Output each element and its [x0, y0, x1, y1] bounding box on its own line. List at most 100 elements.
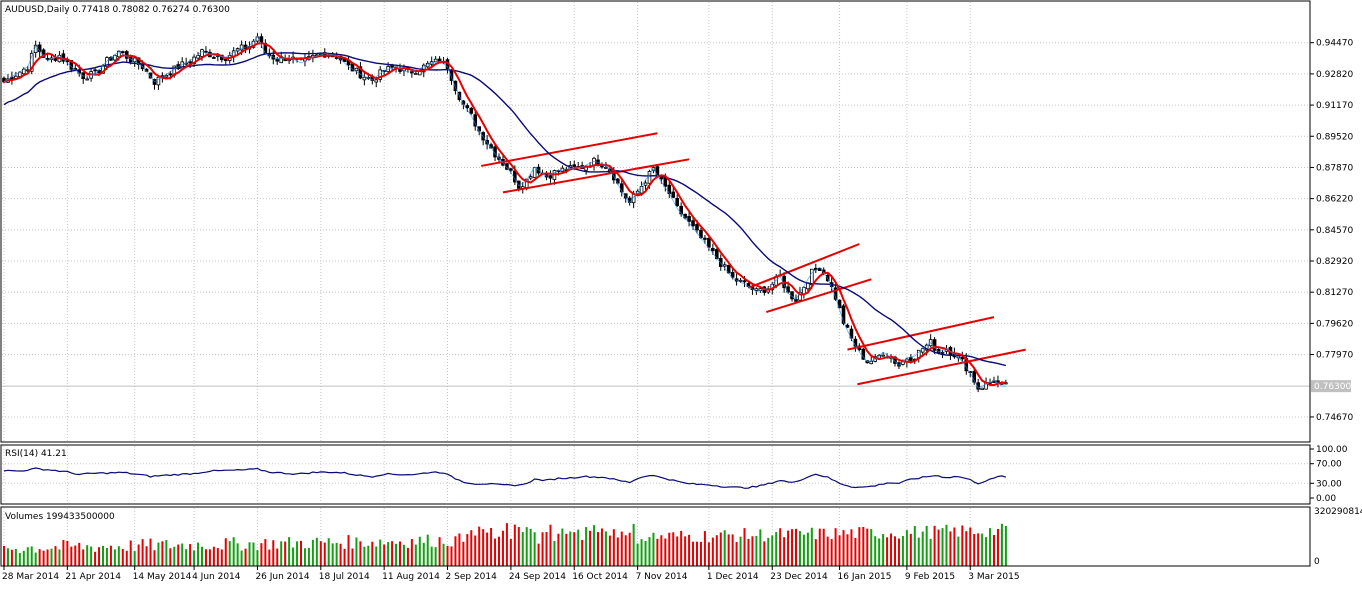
volume-bar [98, 547, 101, 566]
volume-bar [723, 530, 726, 566]
x-tick-label: 9 Feb 2015 [905, 572, 955, 582]
volume-bar [537, 543, 540, 566]
volume-bar [501, 530, 504, 566]
volume-bar [58, 549, 61, 566]
volume-bar [791, 529, 794, 566]
volume-bar [648, 537, 651, 566]
volume-bar [913, 526, 916, 566]
volume-bar [38, 549, 41, 566]
volume-bar [882, 534, 885, 566]
volume-bar [303, 548, 306, 566]
volume-bar [862, 526, 865, 566]
volume-bar [173, 546, 176, 566]
rsi-y-tick-label: 30.00 [1316, 479, 1342, 489]
volume-bar [201, 546, 203, 566]
candle-body [433, 58, 438, 63]
volume-bar [905, 530, 908, 566]
y-tick-label: 0.94470 [1316, 39, 1353, 49]
volume-bar [339, 543, 342, 566]
volume-bar [296, 541, 299, 566]
y-tick-label: 0.92820 [1316, 70, 1353, 80]
volume-bar [521, 532, 524, 566]
volume-bar [90, 546, 93, 566]
rsi-y-tick-label: 0.00 [1316, 494, 1336, 504]
volume-bar [529, 528, 532, 566]
volume-bar [771, 535, 774, 566]
rsi-line [3, 467, 1007, 489]
rsi-title: RSI(14) 41.21 [5, 449, 67, 459]
candle-body [683, 213, 687, 219]
volume-bar [719, 532, 722, 566]
volume-bar [660, 535, 663, 566]
candle-body [738, 279, 743, 282]
volume-bar [842, 530, 845, 566]
volume-bar [240, 550, 243, 566]
x-tick-label: 4 Jun 2014 [192, 572, 241, 582]
candle-body [837, 299, 842, 309]
volume-bar [367, 545, 370, 566]
trend-channel-line [480, 132, 658, 167]
candle-body [718, 258, 723, 267]
volume-bar [216, 548, 219, 566]
volume-bar [549, 524, 552, 566]
volume-bar [993, 535, 995, 566]
volume-bar [640, 539, 643, 566]
volume-bar [260, 543, 263, 566]
volume-bar [54, 546, 57, 566]
volume-bar [18, 552, 21, 566]
volume-bar [838, 535, 841, 566]
volume-bar [525, 527, 528, 566]
volume-bar [957, 536, 960, 566]
volume-bar [739, 536, 742, 566]
candle-body [730, 272, 735, 278]
volume-bar [272, 540, 275, 566]
volume-bar [787, 530, 790, 566]
volume-bar [878, 538, 881, 566]
volume-bar [969, 527, 972, 566]
volume-bar [961, 525, 964, 566]
candle-body [374, 79, 379, 83]
volume-bar [402, 544, 405, 566]
candle-body [691, 220, 695, 227]
volume-bar [438, 537, 441, 566]
volume-bar [632, 523, 635, 566]
candle-body [239, 44, 244, 51]
rsi-y-tick-label: 100.00 [1316, 445, 1348, 455]
trend-channel-line [502, 158, 690, 194]
volume-bar [830, 539, 833, 566]
volume-bar [565, 533, 568, 566]
volume-bar [181, 543, 184, 566]
volume-bar [676, 536, 679, 566]
volume-bar [34, 552, 37, 566]
volume-bar [945, 524, 948, 566]
volume-bar [351, 548, 354, 566]
volume-bar [569, 531, 572, 566]
volume-bar [102, 545, 104, 566]
y-tick-label: 0.89520 [1316, 132, 1353, 142]
volume-bar [795, 528, 797, 566]
volume-bar [153, 550, 156, 566]
volume-bar [434, 547, 437, 566]
volume-bar [498, 536, 500, 566]
candle-body [572, 164, 577, 167]
volume-bar [30, 546, 33, 566]
volume-bar [731, 534, 734, 566]
volume-bar [707, 542, 710, 566]
volume-bar [133, 551, 136, 566]
volume-bar [814, 539, 817, 566]
candle-body [196, 55, 200, 59]
volume-bar [454, 536, 457, 566]
volume-bar [581, 539, 584, 566]
candle-body [671, 191, 676, 198]
volume-bar [292, 547, 295, 566]
volume-bar [509, 538, 512, 566]
trend-channel-line [847, 316, 995, 351]
volume-bar [727, 534, 730, 566]
volume-bar [1000, 523, 1003, 566]
y-tick-label: 0.79620 [1316, 319, 1353, 329]
volume-bar [276, 548, 279, 566]
candle-body [117, 50, 121, 58]
trend-channel-line [857, 348, 1026, 386]
volume-bar [228, 541, 231, 566]
candle-body [707, 237, 711, 248]
